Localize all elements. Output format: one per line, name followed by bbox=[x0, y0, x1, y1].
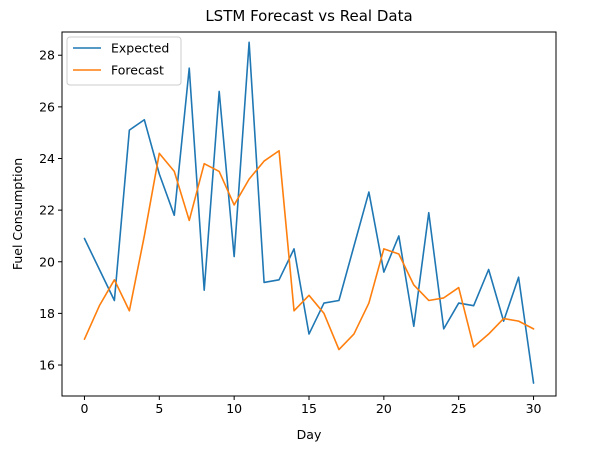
legend-label-forecast: Forecast bbox=[111, 63, 164, 78]
series-line-expected bbox=[83, 41, 535, 384]
legend-box bbox=[66, 36, 182, 86]
y-tick-label: 26 bbox=[39, 99, 55, 114]
legend: Expected Forecast bbox=[66, 36, 182, 86]
chart-title: LSTM Forecast vs Real Data bbox=[205, 7, 412, 25]
y-tick-label: 18 bbox=[39, 306, 55, 321]
y-tick-label: 28 bbox=[39, 48, 55, 63]
y-tick-label: 24 bbox=[39, 151, 55, 166]
x-tick-label: 0 bbox=[80, 401, 88, 416]
plot-area bbox=[83, 41, 535, 384]
x-tick-label: 20 bbox=[376, 401, 392, 416]
y-tick-label: 22 bbox=[39, 203, 55, 218]
x-tick-label: 15 bbox=[301, 401, 317, 416]
x-tick-label: 25 bbox=[451, 401, 467, 416]
x-tick-label: 5 bbox=[155, 401, 163, 416]
y-axis: 16 18 20 22 24 26 28 bbox=[39, 48, 62, 373]
x-tick-label: 30 bbox=[526, 401, 542, 416]
series-line-forecast bbox=[83, 149, 535, 351]
y-tick-label: 20 bbox=[39, 254, 55, 269]
legend-label-expected: Expected bbox=[111, 41, 169, 56]
y-tick-label: 16 bbox=[39, 358, 55, 373]
x-axis: 0 5 10 15 20 25 30 bbox=[80, 396, 542, 416]
x-axis-title: Day bbox=[297, 427, 322, 442]
y-axis-title: Fuel Consumption bbox=[10, 158, 25, 270]
x-tick-label: 10 bbox=[226, 401, 242, 416]
